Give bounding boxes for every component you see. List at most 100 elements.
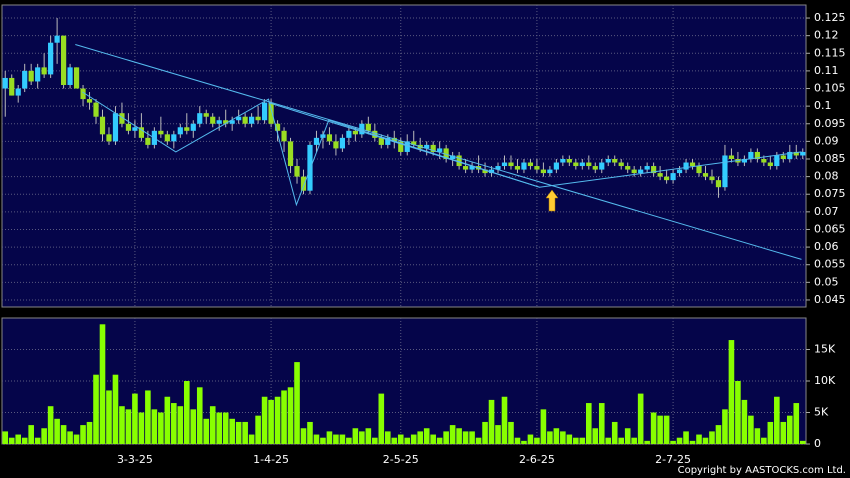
- x-tick-label: 2-7-25: [655, 453, 691, 466]
- candle-body: [48, 42, 54, 75]
- volume-bar: [404, 437, 411, 444]
- volume-bar: [657, 415, 663, 444]
- candle-body: [702, 173, 709, 177]
- candle-body: [715, 180, 722, 188]
- candle-body: [54, 35, 60, 43]
- volume-bar: [261, 396, 268, 444]
- candle-body: [125, 123, 132, 131]
- candle-body: [67, 67, 73, 85]
- y-tick-label: 0.125: [814, 11, 846, 24]
- volume-bar: [663, 415, 670, 444]
- volume-bar: [488, 399, 495, 444]
- volume-bar: [754, 428, 761, 444]
- candle-body: [437, 148, 443, 152]
- candle-body: [612, 158, 618, 163]
- candle-body: [385, 137, 391, 145]
- volume-bar: [735, 381, 741, 444]
- volume-bar: [676, 437, 683, 444]
- volume-bar: [8, 437, 15, 444]
- volume-bar: [307, 421, 313, 444]
- volume-bar: [631, 437, 637, 444]
- candle-body: [748, 151, 754, 159]
- candle-body: [15, 88, 21, 96]
- y-tick-label: 0.105: [814, 82, 846, 95]
- candle-body: [378, 137, 384, 145]
- volume-bar: [99, 324, 106, 444]
- copyright: Copyright by AASTOCKS.com Ltd.: [678, 465, 846, 476]
- y-tick-label: 0.115: [814, 46, 846, 59]
- candle-body: [73, 67, 80, 89]
- y-tick-label: 0.12: [814, 29, 839, 42]
- candle-body: [158, 130, 164, 135]
- x-tick-label: 1-4-25: [253, 453, 289, 466]
- volume-bar: [28, 425, 34, 444]
- candle-body: [670, 173, 676, 181]
- candle-body: [112, 113, 119, 142]
- volume-bar: [585, 403, 592, 444]
- volume-bar: [274, 396, 281, 444]
- x-tick-label: 3-3-25: [117, 453, 153, 466]
- volume-bar: [313, 434, 320, 444]
- candle-body: [644, 166, 650, 170]
- volume-bar: [793, 403, 800, 444]
- candle-body: [203, 113, 209, 117]
- y-tick-label: 0.07: [814, 205, 839, 218]
- candle-body: [450, 155, 456, 159]
- candle-body: [527, 162, 534, 167]
- candle-body: [553, 162, 559, 170]
- volume-bar: [300, 428, 307, 444]
- candle-body: [430, 144, 436, 152]
- volume-bar: [799, 440, 806, 444]
- candle-body: [469, 166, 475, 170]
- y-tick-label: 0.05: [814, 275, 839, 288]
- candle-body: [261, 102, 268, 121]
- marker-arrow: [545, 189, 559, 212]
- candle-body: [93, 102, 99, 117]
- volume-bar: [183, 381, 190, 444]
- candle-body: [800, 151, 806, 156]
- y-tick-label: 5K: [814, 406, 829, 419]
- volume-bar: [410, 434, 417, 444]
- volume-bar: [702, 437, 709, 444]
- y-tick-label: 0.095: [814, 117, 846, 130]
- volume-bar: [119, 406, 125, 444]
- volume-bar: [294, 362, 300, 444]
- candle-body: [482, 169, 488, 174]
- candle-body: [586, 162, 592, 167]
- volume-bar: [514, 437, 521, 444]
- volume-bar: [728, 340, 735, 444]
- candle-body: [236, 116, 242, 121]
- volume-bar: [618, 437, 625, 444]
- volume-bar: [774, 396, 780, 444]
- candle-body: [540, 169, 547, 174]
- candle-body: [495, 166, 501, 170]
- volume-bar: [786, 415, 793, 444]
- y-tick-label: 0.11: [814, 64, 839, 77]
- volume-bar: [287, 387, 294, 444]
- volume-bar: [553, 428, 560, 444]
- y-tick-label: 10K: [814, 374, 836, 387]
- volume-bar: [158, 412, 164, 444]
- volume-bar: [650, 412, 657, 444]
- candle-body: [365, 123, 371, 131]
- candle-body: [709, 176, 715, 181]
- x-tick-label: 2-5-25: [383, 453, 419, 466]
- volume-bar: [592, 428, 599, 444]
- volume-bar: [209, 406, 216, 444]
- volume-bar: [352, 428, 359, 444]
- candle-body: [443, 148, 449, 159]
- candle-body: [514, 166, 521, 170]
- volume-bar: [164, 396, 171, 444]
- candle-body: [676, 169, 683, 174]
- candle-body: [456, 155, 462, 167]
- volume-bar: [741, 399, 748, 444]
- candle-body: [333, 141, 339, 149]
- volume-bar: [255, 415, 261, 444]
- volume-bar: [73, 434, 80, 444]
- volume-bar: [521, 440, 527, 444]
- volume-bar: [248, 434, 255, 444]
- volume-bar: [365, 428, 372, 444]
- candle-body: [242, 116, 248, 124]
- volume-bar: [54, 418, 60, 444]
- y-tick-label: 0.055: [814, 258, 846, 271]
